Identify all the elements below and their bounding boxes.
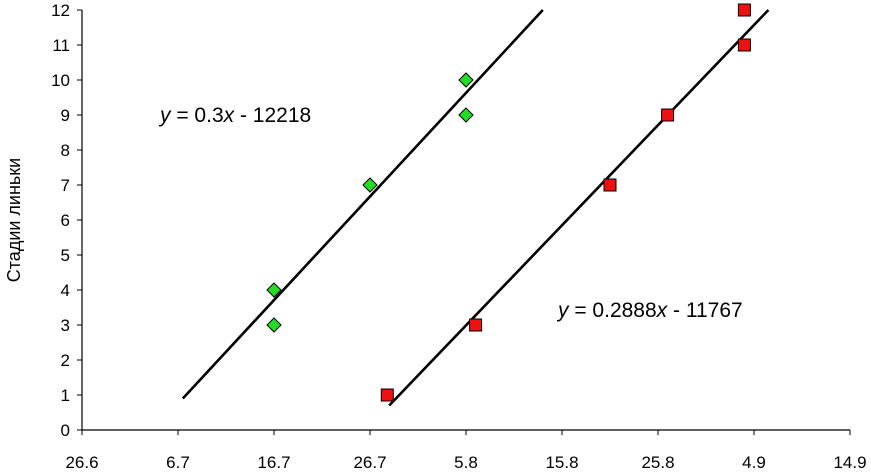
equation-2-coef: = 0.2888 <box>569 299 657 322</box>
data-point-diamond <box>458 107 474 123</box>
y-tick-label: 5 <box>61 246 70 265</box>
x-tick-label: 4.9 <box>742 453 766 472</box>
data-point-square <box>469 318 483 332</box>
data-point-diamond <box>266 282 282 298</box>
trendlines <box>181 9 770 407</box>
y-tick-label: 8 <box>61 141 70 160</box>
y-tick-label: 4 <box>61 281 70 300</box>
equation-1-coef: = 0.3 <box>171 104 224 127</box>
equation-2-lhs: y <box>556 299 570 322</box>
data-point-square <box>661 108 675 122</box>
y-tick-label: 1 <box>61 386 70 405</box>
y-tick-label: 6 <box>61 211 70 230</box>
y-axis-title: Стадии линьки <box>4 158 24 282</box>
x-tick-label: 5.8 <box>454 453 478 472</box>
y-tick-label: 2 <box>61 351 70 370</box>
trendline-series-2 <box>388 9 770 407</box>
data-point-square <box>737 38 751 52</box>
y-tick-label: 10 <box>51 71 70 90</box>
y-tick-label: 12 <box>51 1 70 20</box>
data-point-square <box>603 178 617 192</box>
equation-1-lhs: y <box>158 104 172 127</box>
x-tick-label: 15.8 <box>545 453 578 472</box>
x-tick-label: 26.7 <box>353 453 386 472</box>
y-tick-label: 3 <box>61 316 70 335</box>
data-point-square <box>737 3 751 17</box>
x-tick-label: 6.7 <box>166 453 190 472</box>
data-point-diamond <box>266 317 282 333</box>
equation-1-intercept: - 12218 <box>234 104 311 127</box>
x-tick-label: 16.7 <box>257 453 290 472</box>
x-tick-label: 14.9 <box>833 453 866 472</box>
y-tick-label: 0 <box>61 421 70 440</box>
equation-series-1: y = 0.3x - 12218 <box>158 104 311 127</box>
x-tick-label: 25.8 <box>641 453 674 472</box>
y-tick-label: 9 <box>61 106 70 125</box>
data-markers <box>266 3 751 402</box>
axes <box>77 9 851 435</box>
x-tick-label: 26.6 <box>65 453 98 472</box>
equation-2-intercept: - 11767 <box>667 299 743 322</box>
equation-1-var: x <box>223 104 236 127</box>
equation-series-2: y = 0.2888x - 11767 <box>556 299 743 322</box>
y-tick-label: 7 <box>61 176 70 195</box>
data-point-diamond <box>362 177 378 193</box>
y-tick-label: 11 <box>52 36 70 55</box>
equation-2-var: x <box>656 299 669 322</box>
trendline-series-1 <box>181 9 544 400</box>
data-point-diamond <box>458 72 474 88</box>
data-point-square <box>380 388 394 402</box>
